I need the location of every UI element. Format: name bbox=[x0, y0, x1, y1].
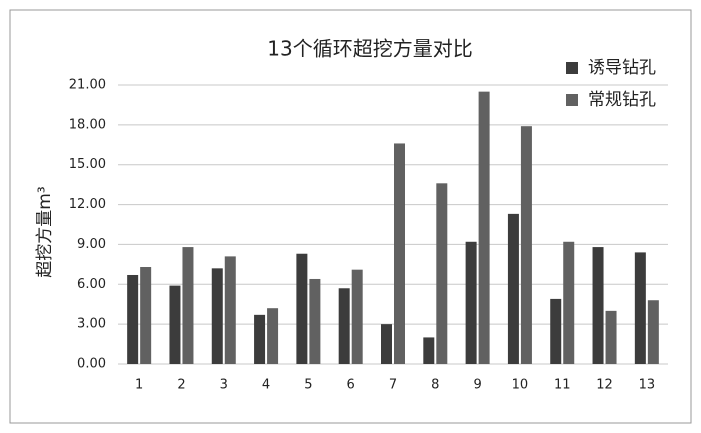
x-tick-label: 6 bbox=[347, 378, 355, 393]
bar bbox=[563, 241, 575, 364]
x-tick-label: 11 bbox=[554, 378, 571, 393]
bar bbox=[465, 241, 477, 364]
bar bbox=[647, 300, 659, 364]
legend-label: 常规钻孔 bbox=[588, 90, 656, 110]
legend-swatch bbox=[566, 94, 578, 106]
y-tick-label: 3.00 bbox=[77, 317, 106, 332]
y-tick-label: 9.00 bbox=[77, 237, 106, 252]
legend-label: 诱导钻孔 bbox=[588, 58, 656, 78]
bar bbox=[254, 314, 266, 364]
y-tick-label: 15.00 bbox=[69, 157, 106, 172]
x-tick-label: 8 bbox=[431, 378, 439, 393]
bar bbox=[169, 285, 181, 364]
bar bbox=[338, 288, 350, 364]
x-tick-label: 1 bbox=[135, 378, 143, 393]
x-tick-label: 2 bbox=[177, 378, 185, 393]
bar bbox=[127, 274, 139, 364]
x-tick-label: 7 bbox=[389, 378, 397, 393]
x-tick-label: 13 bbox=[639, 378, 656, 393]
bar bbox=[309, 278, 321, 364]
bar bbox=[381, 324, 392, 364]
chart-title: 13个循环超挖方量对比 bbox=[267, 37, 472, 61]
bar bbox=[182, 247, 194, 364]
bar bbox=[224, 256, 236, 364]
bar bbox=[478, 91, 490, 365]
y-tick-label: 12.00 bbox=[69, 197, 106, 212]
bar bbox=[211, 268, 223, 364]
bar bbox=[634, 252, 646, 364]
bar bbox=[351, 269, 363, 364]
x-tick-label: 5 bbox=[304, 378, 312, 393]
bar bbox=[267, 308, 279, 364]
bar bbox=[605, 310, 617, 364]
legend-swatch bbox=[566, 62, 578, 74]
bar bbox=[507, 213, 519, 364]
bar bbox=[423, 337, 435, 364]
chart-frame bbox=[9, 9, 692, 424]
y-tick-label: 0.00 bbox=[77, 357, 106, 372]
y-tick-label: 6.00 bbox=[77, 277, 106, 292]
y-tick-label: 21.00 bbox=[69, 78, 106, 93]
bar bbox=[140, 267, 152, 364]
x-tick-label: 9 bbox=[473, 378, 481, 393]
x-tick-label: 3 bbox=[220, 378, 228, 393]
x-tick-label: 10 bbox=[512, 378, 529, 393]
bar bbox=[296, 253, 308, 364]
bar bbox=[436, 183, 448, 364]
x-tick-label: 12 bbox=[596, 378, 613, 393]
bar bbox=[592, 247, 604, 364]
y-axis-label: 超挖方量m³ bbox=[35, 186, 55, 277]
bar bbox=[520, 126, 532, 364]
bar bbox=[550, 298, 562, 364]
bar bbox=[394, 143, 405, 364]
x-tick-label: 4 bbox=[262, 378, 270, 393]
y-tick-label: 18.00 bbox=[69, 117, 106, 132]
